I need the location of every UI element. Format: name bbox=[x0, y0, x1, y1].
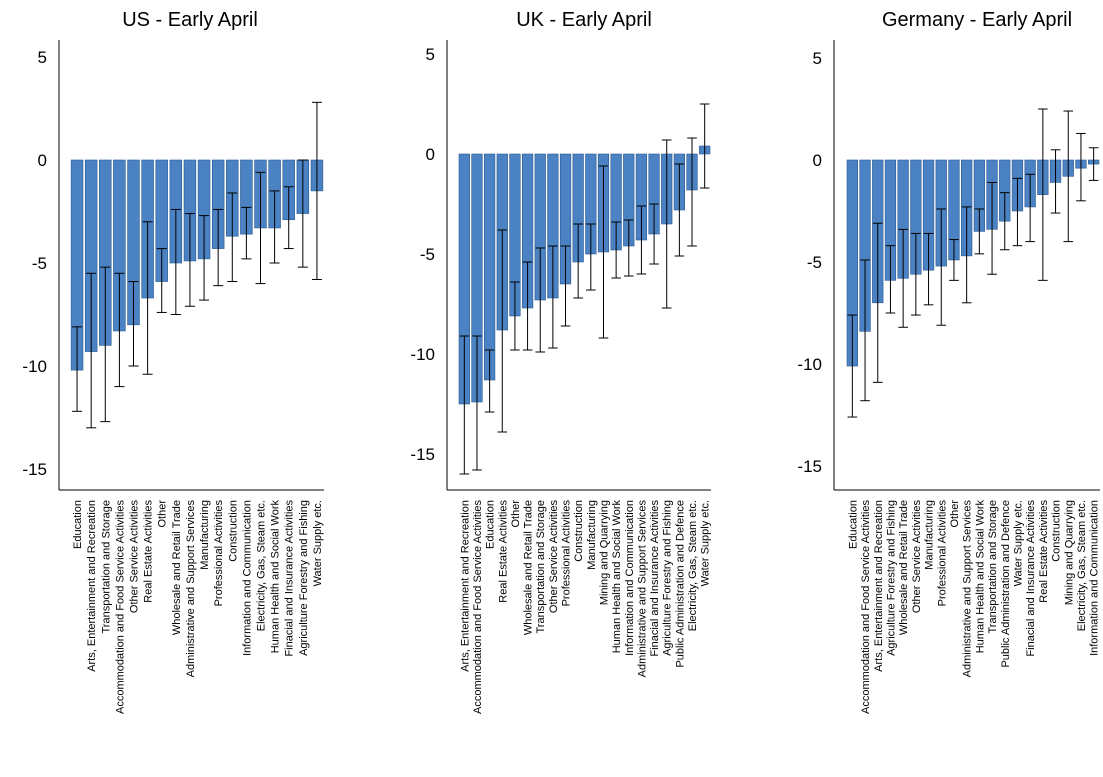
y-tick-label: -15 bbox=[410, 445, 435, 464]
x-tick-label: Finacial and Insurance Activities bbox=[284, 500, 296, 657]
x-tick-label: Administrative and Support Services bbox=[185, 500, 197, 678]
x-tick-label: Administrative and Support Services bbox=[636, 500, 648, 678]
bar bbox=[484, 153, 496, 381]
x-tick-label: Agriculture Forestry and Fishing bbox=[662, 500, 674, 656]
x-tick-label: Professional Activities bbox=[936, 500, 948, 607]
y-tick-label: -10 bbox=[797, 355, 822, 374]
x-tick-label: Real Estate Activities bbox=[497, 500, 509, 603]
x-tick-label: Finacial and Insurance Activities bbox=[1025, 500, 1037, 657]
y-tick-label: -15 bbox=[22, 460, 47, 479]
y-tick-label: 0 bbox=[38, 151, 47, 170]
x-tick-label: Administrative and Support Services bbox=[962, 500, 974, 678]
x-tick-label: Human Health and Social Work bbox=[974, 500, 986, 654]
x-tick-label: Arts, Entertainment and Recreation bbox=[873, 500, 885, 672]
x-tick-label: Education bbox=[847, 500, 859, 549]
chart-panel-2: UK - Early April 5 0 -5 -10 -15 Arts, Entertai… bbox=[410, 9, 711, 714]
y-tick-label: -15 bbox=[797, 457, 822, 476]
x-tick-label: Professional Activities bbox=[213, 500, 225, 607]
chart-title: US - Early April bbox=[122, 9, 258, 31]
y-tick-label: 5 bbox=[813, 49, 822, 68]
chart-panel-3: Germany - Early April 5 0 -5 -10 -15 Education… bbox=[797, 9, 1100, 714]
y-tick-label: 5 bbox=[38, 48, 47, 67]
x-tick-label: Other Service Activities bbox=[911, 500, 923, 614]
x-tick-label: Wholesale and Retail Trade bbox=[898, 500, 910, 635]
x-tick-label: Transportation and Storage bbox=[100, 500, 112, 634]
x-tick-label: Electricity, Gas, Steam etc. bbox=[687, 500, 699, 631]
x-tick-label: Education bbox=[485, 500, 497, 549]
y-tick-label: 0 bbox=[426, 145, 435, 164]
x-tick-label: Public Administration and Defence bbox=[1000, 500, 1012, 668]
x-tick-label: Manufacturing bbox=[199, 500, 211, 570]
x-tick-label: Transportation and Storage bbox=[987, 500, 999, 634]
x-tick-label: Electricity, Gas, Steam etc. bbox=[256, 500, 268, 631]
x-tick-label: Other bbox=[510, 500, 522, 528]
x-tick-label: Human Health and Social Work bbox=[270, 500, 282, 654]
x-tick-label: Agriculture Forestry and Fishing bbox=[298, 500, 310, 656]
x-tick-label: Agriculture Forestry and Fishing bbox=[885, 500, 897, 656]
x-tick-label: Arts, Entertainment and Recreation bbox=[459, 500, 471, 672]
y-tick-label: -5 bbox=[420, 245, 435, 264]
y-tick-label: -10 bbox=[22, 357, 47, 376]
x-tick-label: Manufacturing bbox=[924, 500, 936, 570]
x-tick-label: Professional Activities bbox=[561, 500, 573, 607]
x-tick-label: Accommodation and Food Service Activitie… bbox=[860, 500, 872, 714]
x-tick-label: Mining and Quarrying bbox=[1063, 500, 1075, 605]
x-tick-label: Water Supply etc. bbox=[312, 500, 324, 586]
x-tick-label: Arts, Entertainment and Recreation bbox=[86, 500, 98, 672]
chart-title: Germany - Early April bbox=[882, 9, 1072, 31]
x-tick-label: Manufacturing bbox=[586, 500, 598, 570]
x-tick-label: Finacial and Insurance Activities bbox=[649, 500, 661, 657]
x-tick-label: Construction bbox=[227, 500, 239, 562]
x-tick-label: Electricity, Gas, Steam etc. bbox=[1076, 500, 1088, 631]
x-tick-label: Human Health and Social Work bbox=[611, 500, 623, 654]
y-tick-label: 0 bbox=[813, 151, 822, 170]
x-tick-label: Other Service Activities bbox=[548, 500, 560, 614]
x-tick-label: Other Service Activities bbox=[129, 500, 141, 614]
x-tick-label: Information and Communication bbox=[1089, 500, 1101, 656]
x-tick-label: Transportation and Storage bbox=[535, 500, 547, 634]
x-tick-label: Other bbox=[949, 500, 961, 528]
x-tick-label: Mining and Quarrying bbox=[598, 500, 610, 605]
x-tick-label: Real Estate Activities bbox=[143, 500, 155, 603]
x-tick-label: Public Administration and Defence bbox=[674, 500, 686, 668]
x-tick-label: Water Supply etc. bbox=[1012, 500, 1024, 586]
x-tick-label: Real Estate Activities bbox=[1038, 500, 1050, 603]
x-tick-label: Accommodation and Food Service Activitie… bbox=[472, 500, 484, 714]
x-tick-label: Other bbox=[157, 500, 169, 528]
x-tick-label: Accommodation and Food Service Activitie… bbox=[114, 500, 126, 714]
x-tick-label: Education bbox=[72, 500, 84, 549]
x-tick-label: Wholesale and Retail Trade bbox=[523, 500, 535, 635]
x-tick-label: Construction bbox=[573, 500, 585, 562]
x-tick-label: Construction bbox=[1051, 500, 1063, 562]
chart-title: UK - Early April bbox=[516, 9, 652, 31]
x-tick-label: Information and Communication bbox=[624, 500, 636, 656]
chart-panel-1: US - Early April 5 0 -5 -10 -15 Education Arts,… bbox=[22, 9, 324, 714]
y-tick-label: -5 bbox=[807, 253, 822, 272]
y-tick-label: 5 bbox=[426, 45, 435, 64]
y-tick-label: -5 bbox=[32, 254, 47, 273]
x-tick-label: Water Supply etc. bbox=[700, 500, 712, 586]
y-tick-label: -10 bbox=[410, 345, 435, 364]
x-tick-label: Information and Communication bbox=[241, 500, 253, 656]
x-tick-label: Wholesale and Retail Trade bbox=[171, 500, 183, 635]
